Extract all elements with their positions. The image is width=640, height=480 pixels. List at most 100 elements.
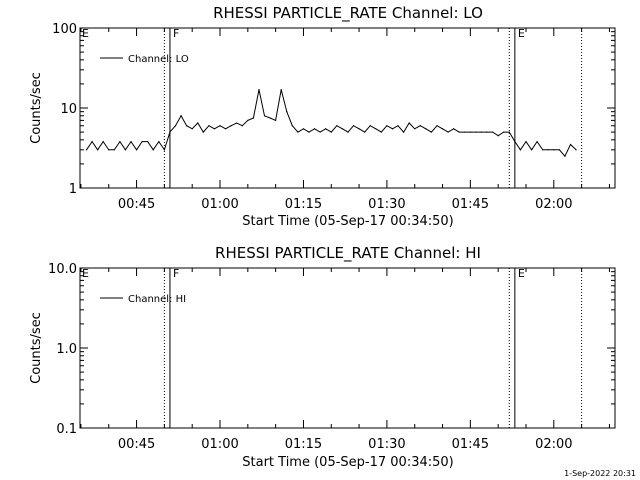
chart-2-xtick-label: 01:45 <box>452 437 489 452</box>
chart-1-data-point <box>369 125 371 127</box>
chart-1-data-point <box>247 119 249 121</box>
chart-1-data-point <box>158 141 160 143</box>
chart-1-data-point <box>453 128 455 130</box>
chart-1-data-point <box>236 122 238 124</box>
chart-1-data-point <box>241 125 243 127</box>
chart-2-marker-label: F <box>173 267 179 280</box>
chart-1-data-point <box>503 131 505 133</box>
chart-2-legend-label: Channel: HI <box>128 294 186 305</box>
chart-1-corner-mark: E <box>82 27 89 40</box>
chart-1-data-point <box>414 128 416 130</box>
chart-1-data-point <box>113 149 115 151</box>
chart-1-ytick-label: 1 <box>69 182 77 197</box>
chart-1-data-point <box>575 149 577 151</box>
chart-1-data-point <box>341 128 344 130</box>
chart-1-data-point <box>441 128 444 130</box>
chart-1-data-point <box>219 125 221 127</box>
chart-1-data-point <box>386 125 388 127</box>
chart-1-data-point <box>102 141 104 143</box>
chart-2-corner-mark: E <box>82 267 89 280</box>
chart-1-data-point <box>313 128 316 130</box>
chart-1-data-point <box>530 149 533 151</box>
chart-1-data-point <box>480 131 483 133</box>
chart-1-data-point <box>130 141 132 143</box>
chart-1-data-point <box>464 131 466 133</box>
chart-2-marker-label: E <box>518 267 525 280</box>
chart-1-data-point <box>436 125 438 127</box>
chart-1-data-point <box>124 149 127 151</box>
chart-1-series-line <box>86 89 577 158</box>
chart-1-data-point <box>263 115 266 117</box>
chart-1-data-point <box>447 131 449 133</box>
chart-1-data-point <box>402 131 405 133</box>
chart-1-data-point <box>141 141 143 143</box>
chart-1-data-point <box>302 128 305 130</box>
chart-1-title: RHESSI PARTICLE_RATE Channel: LO <box>213 4 483 23</box>
chart-1-frame <box>79 27 616 189</box>
chart-1-data-point <box>252 117 254 119</box>
chart-1-data-point <box>275 119 277 121</box>
chart-1-data-point <box>347 131 349 133</box>
chart-1-xtick-label: 01:45 <box>452 197 489 212</box>
chart-1-data-point <box>152 149 154 151</box>
footer-timestamp: 1-Sep-2022 20:31 <box>564 469 636 478</box>
chart-1-xtick-label: 02:00 <box>535 197 572 212</box>
chart-2-xtick-label: 00:45 <box>118 437 155 452</box>
chart-1-data-point <box>336 125 338 127</box>
chart-1-data-point <box>174 125 177 127</box>
chart-2-xtick-label: 01:15 <box>285 437 322 452</box>
chart-1-data-point <box>280 88 282 91</box>
chart-1-data-point <box>380 131 382 133</box>
chart-1-data-point <box>375 128 377 130</box>
chart-1-data-point <box>358 128 360 130</box>
chart-2-title: RHESSI PARTICLE_RATE Channel: HI <box>215 244 481 263</box>
chart-1-data-point <box>202 131 204 133</box>
chart-1-data-point <box>558 149 560 151</box>
chart-1-data-point <box>286 111 288 113</box>
chart-1-data-point <box>542 149 544 151</box>
chart-1-data-point <box>269 117 271 119</box>
chart-1-data-point <box>97 149 99 151</box>
chart-1-data-point <box>291 125 293 127</box>
chart-1-data-point <box>492 131 494 133</box>
chart-1-data-point <box>85 149 88 151</box>
chart-2-xtick-label: 01:00 <box>201 437 238 452</box>
chart-1-data-point <box>230 125 232 127</box>
chart-1-marker-label: F <box>173 27 179 40</box>
chart-1-ytick-label: 100 <box>52 22 77 37</box>
chart-1-data-point <box>425 128 427 130</box>
chart-1-xlabel: Start Time (05-Sep-17 00:34:50) <box>242 214 453 229</box>
chart-1-data-point <box>564 155 566 157</box>
chart-1-data-point <box>497 135 499 137</box>
chart-1-data-point <box>486 131 488 133</box>
chart-2-xlabel: Start Time (05-Sep-17 00:34:50) <box>242 455 453 470</box>
chart-1-data-point <box>569 143 572 146</box>
chart-1-data-point <box>508 131 510 133</box>
chart-1-data-point <box>553 149 555 151</box>
chart-1-data-point <box>475 131 477 133</box>
chart-2-xtick-label: 01:30 <box>368 437 405 452</box>
chart-1-data-point <box>519 149 522 151</box>
chart-1-data-point <box>191 128 193 130</box>
chart-1-data-point <box>330 131 332 133</box>
chart-1-data-point <box>147 141 149 143</box>
chart-2-frame <box>79 267 616 429</box>
chart-1-data-point <box>180 115 182 117</box>
chart-2-ytick-label: 10.0 <box>48 262 77 277</box>
chart-1-data-point <box>319 131 321 133</box>
chart-1-data-point <box>169 131 171 133</box>
chart-1-data-point <box>397 125 399 127</box>
chart-1-data-point <box>547 149 549 151</box>
chart-1-data-point <box>325 128 327 130</box>
chart-1-data-point <box>419 125 421 127</box>
chart-1-data-point <box>258 88 260 91</box>
chart-1-data-point <box>135 149 138 151</box>
chart-1-xtick-label: 01:15 <box>285 197 322 212</box>
chart-1-data-point <box>525 141 527 143</box>
chart-1-data-point <box>408 122 410 124</box>
chart-1-ylabel: Counts/sec <box>29 72 44 144</box>
chart-1-data-point <box>186 125 188 127</box>
chart-1-data-point <box>391 128 394 130</box>
chart-2-xtick-label: 02:00 <box>535 437 572 452</box>
